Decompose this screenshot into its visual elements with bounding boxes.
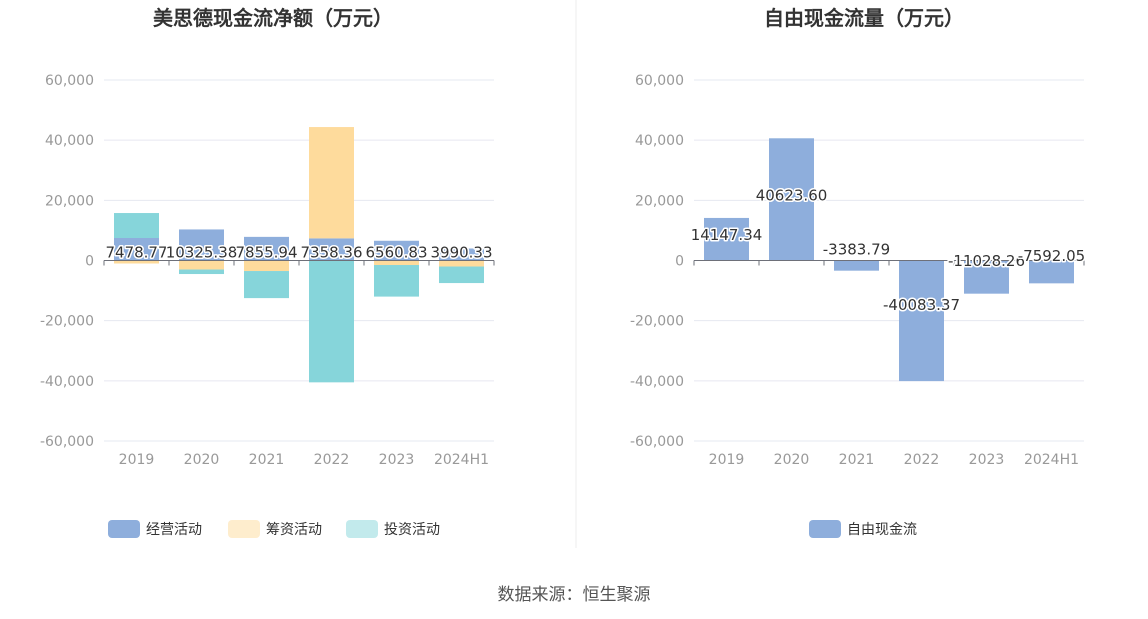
y-tick-label: -40,000 [630,374,684,390]
x-tick-label: 2024H1 [1024,452,1079,468]
data-label: -11028.26 [948,252,1025,270]
x-tick-label: 2019 [709,452,745,468]
y-tick-label: -40,000 [40,374,94,390]
bar-3 [309,260,354,383]
y-tick-label: 20,000 [635,193,684,209]
data-label: 3990.33 [430,244,492,262]
bar-3 [244,271,289,299]
legend-item[interactable]: 自由现金流 [847,522,917,538]
y-tick-label: 0 [85,254,94,270]
data-label: 10325.38 [166,244,238,262]
source-note: 数据来源：恒生聚源 [498,585,651,605]
data-label: 40623.60 [756,186,828,204]
x-tick-label: 2023 [969,452,1005,468]
bar-1 [114,238,159,261]
y-tick-label: -60,000 [40,434,94,450]
cash-flow-net-chart: 美思德现金流净额（万元） 60,000 40,000 20,000 0 -20,000 -… [40,6,495,538]
data-label: -3383.79 [823,241,890,259]
legend-swatch [809,520,841,538]
y-tick-label: -20,000 [40,314,94,330]
bar-1 [309,238,354,261]
x-tick-label: 2021 [839,452,875,468]
data-label: 14147.34 [691,226,763,244]
bar-1 [834,260,879,271]
legend-item[interactable]: 筹资活动 [266,521,322,538]
legend-item[interactable]: 经营活动 [146,522,202,538]
bar-2 [244,260,289,272]
bar-1 [374,240,419,261]
y-tick-label: -60,000 [630,434,684,450]
bar-1 [899,260,944,382]
x-tick-label: 2022 [904,452,940,468]
x-tick-label: 2019 [119,452,155,468]
x-tick-label: 2020 [774,452,810,468]
bar-2 [374,260,419,266]
legend-swatch [228,520,260,538]
bar-1 [179,229,224,261]
y-tick-label: 20,000 [45,193,94,209]
data-label: 7358.36 [300,244,362,262]
y-tick-label: 40,000 [45,133,94,149]
y-tick-label: 60,000 [635,73,684,89]
bar-3 [439,266,484,284]
x-tick-label: 2021 [249,452,285,468]
bar-1 [439,248,484,261]
bar-1 [964,260,1009,294]
y-tick-label: 40,000 [635,133,684,149]
x-tick-label: 2022 [314,452,350,468]
data-label: 7478.77 [105,244,167,262]
bar-2 [309,127,354,239]
data-label: -40083.37 [883,296,960,314]
free-cash-flow-chart: 自由现金流量（万元） 60,000 40,000 20,000 0 -20,000 -40… [630,6,1087,538]
bar-1 [244,236,289,261]
data-label: 7855.94 [235,244,297,262]
legend-swatch [346,520,378,538]
chart-title: 自由现金流量（万元） [764,6,964,30]
y-tick-label: 0 [675,254,684,270]
data-label: 6560.83 [365,244,427,262]
bar-1 [769,138,814,261]
chart-title: 美思德现金流净额（万元） [153,6,393,30]
bar-1 [1029,260,1074,284]
bar-1 [704,217,749,261]
x-tick-label: 2023 [379,452,415,468]
legend-item[interactable]: 投资活动 [384,522,440,538]
bar-3 [179,269,224,275]
bar-2 [114,260,159,264]
bar-3 [374,265,419,297]
data-label: -7592.05 [1018,247,1085,265]
bar-3 [114,213,159,239]
y-tick-label: 60,000 [45,73,94,89]
bar-2 [439,260,484,267]
bar-2 [179,260,224,270]
x-tick-label: 2024H1 [434,452,489,468]
y-tick-label: -20,000 [630,314,684,330]
legend-swatch [108,520,140,538]
x-tick-label: 2020 [184,452,220,468]
